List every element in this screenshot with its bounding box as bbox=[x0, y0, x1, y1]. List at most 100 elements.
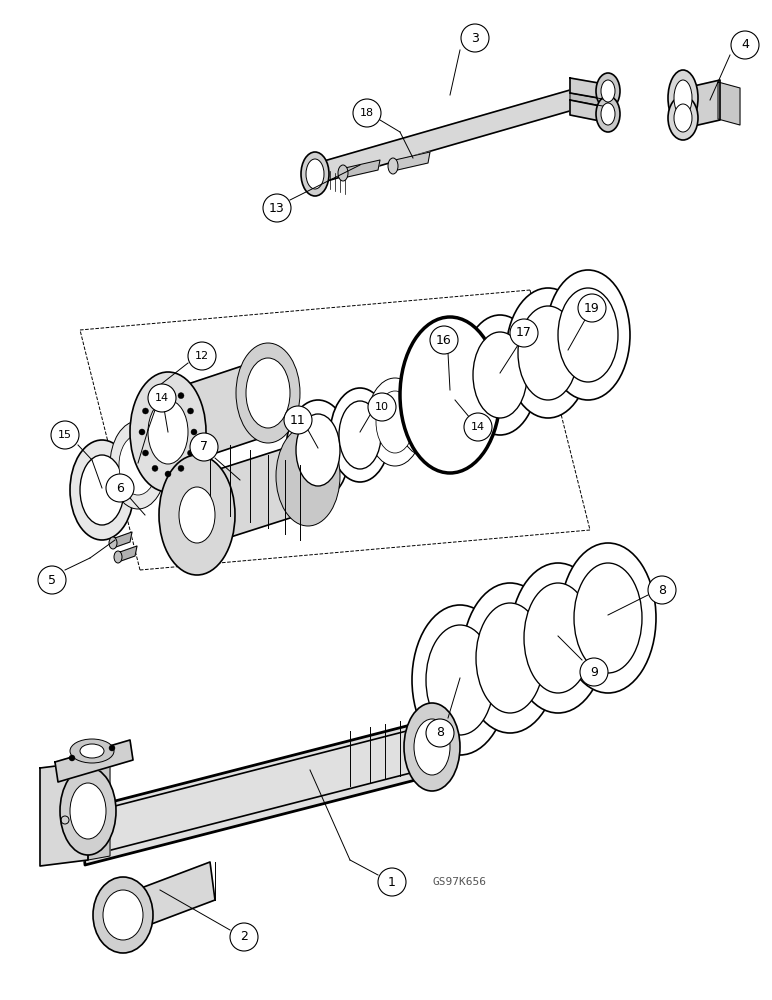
Ellipse shape bbox=[338, 165, 348, 181]
Text: GS97K656: GS97K656 bbox=[432, 877, 486, 887]
Circle shape bbox=[430, 326, 458, 354]
Text: 9: 9 bbox=[590, 666, 598, 678]
Ellipse shape bbox=[601, 103, 615, 125]
Polygon shape bbox=[570, 78, 610, 100]
Ellipse shape bbox=[70, 783, 106, 839]
Ellipse shape bbox=[473, 332, 527, 418]
Ellipse shape bbox=[596, 96, 620, 132]
Circle shape bbox=[190, 433, 218, 461]
Ellipse shape bbox=[406, 381, 444, 443]
Ellipse shape bbox=[236, 343, 300, 443]
Ellipse shape bbox=[246, 358, 290, 428]
Polygon shape bbox=[685, 80, 720, 128]
Text: 15: 15 bbox=[58, 430, 72, 440]
Ellipse shape bbox=[574, 563, 642, 673]
Ellipse shape bbox=[339, 401, 381, 469]
Ellipse shape bbox=[414, 719, 450, 775]
Ellipse shape bbox=[179, 487, 215, 543]
Circle shape bbox=[178, 393, 184, 399]
Polygon shape bbox=[570, 93, 608, 107]
Ellipse shape bbox=[506, 288, 590, 418]
Circle shape bbox=[188, 450, 194, 456]
Polygon shape bbox=[113, 532, 132, 548]
Ellipse shape bbox=[668, 70, 698, 126]
Text: 14: 14 bbox=[471, 422, 485, 432]
Circle shape bbox=[165, 387, 171, 393]
Circle shape bbox=[152, 465, 158, 471]
Circle shape bbox=[578, 294, 606, 322]
Ellipse shape bbox=[376, 391, 414, 453]
Ellipse shape bbox=[524, 583, 592, 693]
Polygon shape bbox=[88, 758, 110, 860]
Circle shape bbox=[580, 658, 608, 686]
Polygon shape bbox=[55, 740, 133, 782]
Text: 16: 16 bbox=[436, 334, 452, 347]
Ellipse shape bbox=[103, 890, 143, 940]
Ellipse shape bbox=[462, 583, 558, 733]
Text: 8: 8 bbox=[658, 584, 666, 596]
Circle shape bbox=[648, 576, 676, 604]
Text: 18: 18 bbox=[360, 108, 374, 118]
Circle shape bbox=[284, 406, 312, 434]
Polygon shape bbox=[185, 440, 315, 550]
Ellipse shape bbox=[400, 317, 500, 473]
Polygon shape bbox=[343, 160, 380, 178]
Ellipse shape bbox=[70, 440, 134, 540]
Text: 2: 2 bbox=[240, 930, 248, 944]
Ellipse shape bbox=[296, 414, 340, 486]
Ellipse shape bbox=[558, 288, 618, 382]
Ellipse shape bbox=[668, 96, 698, 140]
Ellipse shape bbox=[159, 455, 235, 575]
Circle shape bbox=[148, 384, 176, 412]
Ellipse shape bbox=[276, 426, 340, 526]
Circle shape bbox=[188, 408, 194, 414]
Text: 7: 7 bbox=[200, 440, 208, 454]
Ellipse shape bbox=[427, 358, 483, 446]
Circle shape bbox=[731, 31, 759, 59]
Circle shape bbox=[191, 429, 197, 435]
Circle shape bbox=[143, 450, 148, 456]
Text: 6: 6 bbox=[116, 482, 124, 494]
Ellipse shape bbox=[130, 372, 206, 492]
Polygon shape bbox=[155, 355, 285, 470]
Circle shape bbox=[51, 421, 79, 449]
Text: 1: 1 bbox=[388, 876, 396, 888]
Ellipse shape bbox=[114, 551, 122, 563]
Ellipse shape bbox=[330, 388, 390, 482]
Ellipse shape bbox=[546, 270, 630, 400]
Ellipse shape bbox=[60, 767, 116, 855]
Circle shape bbox=[143, 408, 148, 414]
Ellipse shape bbox=[367, 378, 423, 466]
Ellipse shape bbox=[518, 306, 578, 400]
Polygon shape bbox=[40, 762, 88, 866]
Ellipse shape bbox=[674, 80, 692, 116]
Ellipse shape bbox=[109, 537, 117, 549]
Text: 5: 5 bbox=[48, 574, 56, 586]
Ellipse shape bbox=[148, 400, 188, 464]
Text: 11: 11 bbox=[290, 414, 306, 426]
Text: 13: 13 bbox=[269, 202, 285, 215]
Text: 12: 12 bbox=[195, 351, 209, 361]
Polygon shape bbox=[718, 82, 740, 125]
Circle shape bbox=[378, 868, 406, 896]
Circle shape bbox=[263, 194, 291, 222]
Circle shape bbox=[178, 465, 184, 471]
Ellipse shape bbox=[462, 315, 538, 435]
Text: 14: 14 bbox=[155, 393, 169, 403]
Ellipse shape bbox=[601, 80, 615, 102]
Polygon shape bbox=[570, 100, 610, 123]
Text: 17: 17 bbox=[516, 326, 532, 340]
Ellipse shape bbox=[110, 421, 166, 509]
Text: 8: 8 bbox=[436, 726, 444, 740]
Ellipse shape bbox=[93, 877, 153, 953]
Circle shape bbox=[69, 755, 75, 761]
Circle shape bbox=[152, 393, 158, 399]
Circle shape bbox=[188, 342, 216, 370]
Text: 19: 19 bbox=[584, 302, 600, 314]
Circle shape bbox=[38, 566, 66, 594]
Ellipse shape bbox=[436, 371, 474, 433]
Ellipse shape bbox=[560, 543, 656, 693]
Ellipse shape bbox=[286, 400, 350, 500]
Circle shape bbox=[368, 393, 396, 421]
Ellipse shape bbox=[476, 603, 544, 713]
